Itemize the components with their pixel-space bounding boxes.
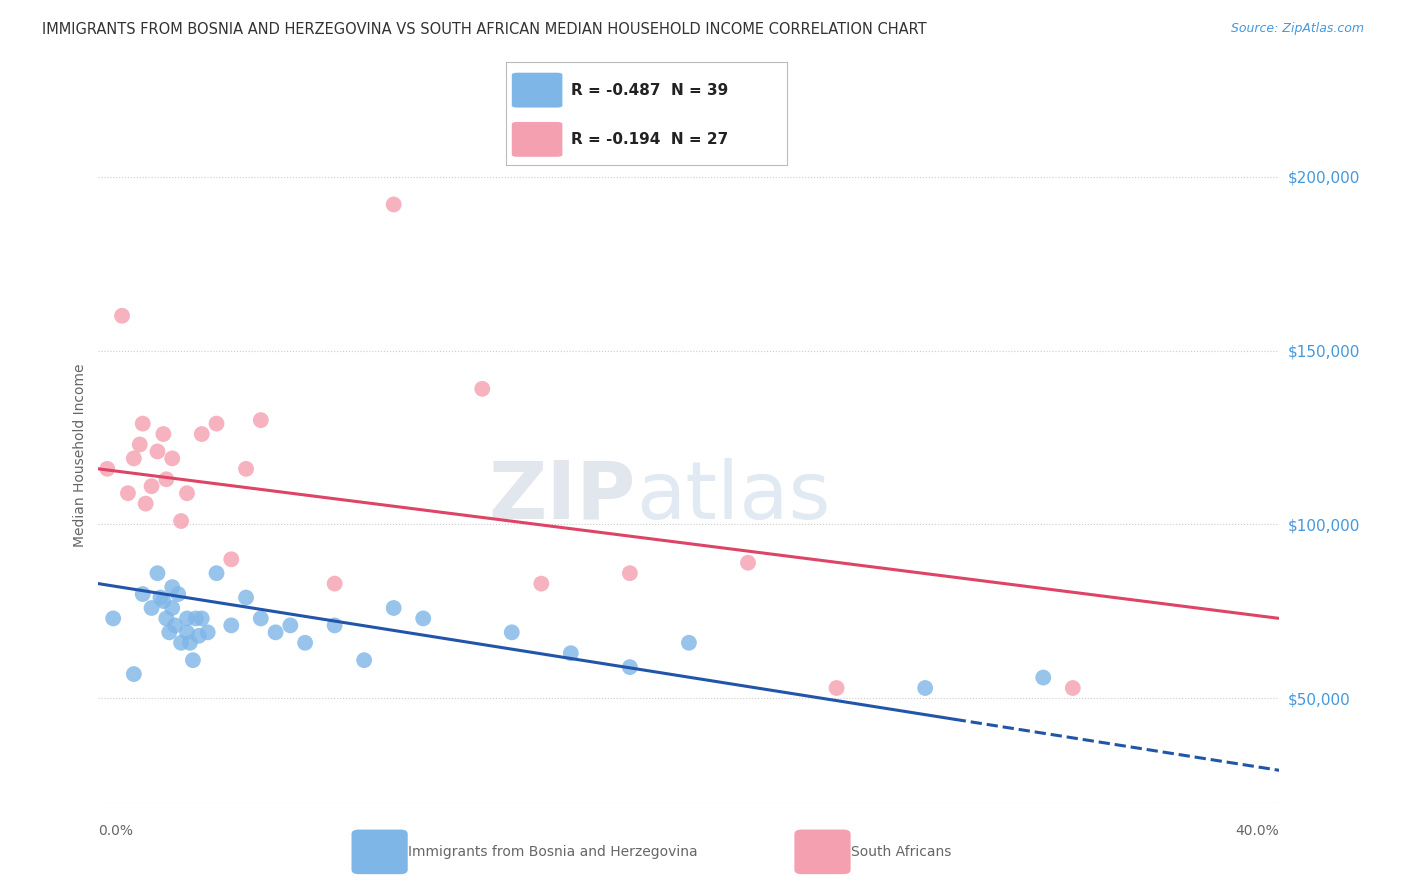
Y-axis label: Median Household Income: Median Household Income bbox=[73, 363, 87, 547]
Point bbox=[181, 653, 204, 667]
Point bbox=[191, 611, 214, 625]
Text: R = -0.487  N = 39: R = -0.487 N = 39 bbox=[571, 83, 728, 97]
Text: 40.0%: 40.0% bbox=[1236, 823, 1279, 838]
Point bbox=[96, 462, 118, 476]
Point bbox=[382, 601, 405, 615]
Point bbox=[176, 486, 198, 500]
Point bbox=[128, 437, 150, 451]
Point bbox=[235, 591, 257, 605]
Point bbox=[152, 594, 174, 608]
Text: South Africans: South Africans bbox=[851, 845, 950, 859]
Point bbox=[323, 576, 346, 591]
Point bbox=[235, 462, 257, 476]
Point bbox=[122, 451, 145, 466]
Text: Source: ZipAtlas.com: Source: ZipAtlas.com bbox=[1230, 22, 1364, 36]
Point bbox=[250, 413, 273, 427]
Point bbox=[278, 618, 302, 632]
Text: Immigrants from Bosnia and Herzegovina: Immigrants from Bosnia and Herzegovina bbox=[408, 845, 697, 859]
Point bbox=[197, 625, 219, 640]
Point bbox=[170, 636, 193, 650]
Point bbox=[1062, 681, 1084, 695]
Point bbox=[155, 611, 177, 625]
Point bbox=[250, 611, 273, 625]
Point bbox=[560, 646, 582, 660]
Point bbox=[162, 580, 183, 594]
Point bbox=[264, 625, 287, 640]
Point bbox=[914, 681, 936, 695]
Point bbox=[152, 427, 174, 442]
Point bbox=[530, 576, 553, 591]
Point bbox=[155, 472, 177, 486]
Point bbox=[323, 618, 346, 632]
Point bbox=[619, 660, 641, 674]
Point bbox=[132, 587, 155, 601]
Point bbox=[187, 629, 209, 643]
Point bbox=[353, 653, 375, 667]
Point bbox=[170, 514, 193, 528]
Point bbox=[184, 611, 207, 625]
Point bbox=[1032, 671, 1054, 685]
Text: atlas: atlas bbox=[636, 458, 830, 536]
Point bbox=[165, 618, 187, 632]
Point bbox=[103, 611, 125, 625]
Point bbox=[382, 197, 405, 211]
Point bbox=[176, 625, 198, 640]
Point bbox=[149, 591, 172, 605]
Point bbox=[737, 556, 759, 570]
Point bbox=[135, 497, 157, 511]
Point bbox=[221, 618, 243, 632]
Point bbox=[141, 479, 163, 493]
Point bbox=[191, 427, 214, 442]
Point bbox=[619, 566, 641, 581]
Point bbox=[162, 601, 183, 615]
Point bbox=[162, 451, 183, 466]
Point bbox=[294, 636, 316, 650]
Point bbox=[111, 309, 134, 323]
Point bbox=[678, 636, 700, 650]
Point bbox=[471, 382, 494, 396]
Point bbox=[132, 417, 155, 431]
Point bbox=[221, 552, 243, 566]
Text: 0.0%: 0.0% bbox=[98, 823, 134, 838]
Point bbox=[501, 625, 523, 640]
Point bbox=[146, 566, 169, 581]
Point bbox=[157, 625, 180, 640]
Point bbox=[825, 681, 848, 695]
Point bbox=[117, 486, 139, 500]
Point bbox=[146, 444, 169, 458]
Point bbox=[176, 611, 198, 625]
Text: IMMIGRANTS FROM BOSNIA AND HERZEGOVINA VS SOUTH AFRICAN MEDIAN HOUSEHOLD INCOME : IMMIGRANTS FROM BOSNIA AND HERZEGOVINA V… bbox=[42, 22, 927, 37]
Point bbox=[205, 417, 228, 431]
Point bbox=[179, 636, 201, 650]
Text: R = -0.194  N = 27: R = -0.194 N = 27 bbox=[571, 132, 728, 147]
Point bbox=[141, 601, 163, 615]
Point bbox=[205, 566, 228, 581]
FancyBboxPatch shape bbox=[512, 73, 562, 108]
Text: ZIP: ZIP bbox=[488, 458, 636, 536]
Point bbox=[412, 611, 434, 625]
FancyBboxPatch shape bbox=[512, 122, 562, 157]
Point bbox=[167, 587, 190, 601]
Point bbox=[122, 667, 145, 681]
